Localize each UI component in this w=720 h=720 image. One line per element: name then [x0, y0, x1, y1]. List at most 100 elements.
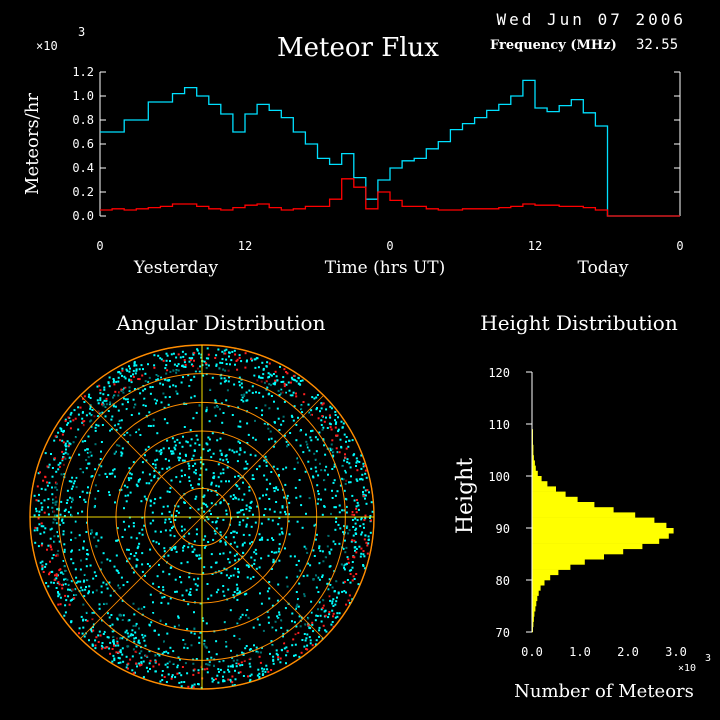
height-y-tick-label: 70 — [496, 626, 510, 640]
polar-point — [224, 541, 227, 544]
polar-point — [188, 593, 191, 596]
polar-point — [367, 538, 370, 541]
polar-point-outer — [347, 599, 350, 602]
polar-point — [125, 629, 128, 632]
polar-point — [119, 649, 122, 652]
polar-point — [70, 621, 73, 624]
polar-point — [91, 409, 94, 411]
polar-point-outer — [322, 624, 325, 627]
polar-point — [185, 589, 188, 592]
polar-point — [245, 508, 248, 511]
polar-point — [309, 436, 312, 439]
polar-point — [176, 438, 179, 441]
polar-point — [102, 581, 105, 584]
polar-point — [358, 545, 361, 548]
polar-point — [135, 364, 138, 367]
polar-point — [224, 455, 227, 458]
polar-point — [67, 595, 70, 598]
polar-point — [198, 370, 201, 373]
polar-point — [167, 602, 170, 605]
polar-point — [297, 416, 299, 419]
polar-point — [220, 377, 223, 380]
polar-point — [225, 458, 228, 461]
polar-point — [225, 536, 228, 539]
polar-point-outer — [192, 365, 195, 368]
polar-point-outer — [239, 671, 242, 674]
flux-y-axis-title: Meteors/hr — [22, 93, 43, 195]
polar-point — [336, 615, 339, 618]
flux-series-all — [100, 79, 680, 217]
polar-point — [108, 491, 110, 494]
polar-point — [307, 403, 310, 406]
polar-point — [283, 400, 286, 403]
polar-point-outer — [300, 651, 303, 654]
polar-point — [103, 388, 106, 391]
polar-point — [66, 423, 69, 426]
polar-point-outer — [311, 644, 314, 647]
polar-point — [148, 662, 151, 665]
polar-point — [311, 623, 314, 626]
polar-point-outer — [292, 638, 295, 641]
polar-point — [119, 651, 122, 654]
polar-point — [316, 502, 319, 505]
polar-point — [229, 678, 232, 681]
polar-point — [142, 660, 145, 663]
polar-point — [57, 468, 60, 471]
polar-point — [229, 609, 232, 612]
polar-point — [272, 487, 275, 490]
polar-point — [263, 459, 266, 462]
polar-point — [41, 560, 44, 563]
polar-point — [369, 515, 372, 517]
polar-point — [234, 678, 237, 681]
polar-point — [133, 362, 136, 365]
polar-point — [285, 646, 288, 649]
polar-point — [192, 454, 195, 457]
polar-point — [293, 621, 296, 624]
polar-point — [127, 477, 130, 480]
polar-point — [131, 629, 134, 632]
polar-point-outer — [113, 644, 115, 647]
polar-point — [147, 380, 150, 383]
polar-point-outer — [64, 594, 67, 597]
polar-point — [44, 565, 47, 568]
polar-point — [175, 510, 178, 512]
polar-point — [193, 683, 196, 686]
polar-point — [211, 677, 214, 680]
polar-point — [215, 484, 218, 487]
polar-point — [362, 493, 365, 496]
polar-point — [180, 562, 183, 565]
polar-point — [360, 467, 363, 470]
polar-point — [123, 507, 125, 510]
polar-point — [163, 547, 166, 550]
polar-point — [334, 419, 336, 422]
polar-point — [295, 439, 298, 442]
polar-point — [289, 432, 292, 434]
polar-point — [129, 472, 132, 475]
polar-point — [148, 473, 151, 476]
polar-point — [336, 612, 339, 615]
polar-point — [70, 513, 72, 516]
polar-point — [337, 591, 340, 594]
polar-point — [222, 680, 225, 683]
polar-point — [248, 489, 251, 492]
polar-point — [320, 402, 323, 405]
polar-point — [68, 442, 71, 445]
polar-point — [100, 591, 103, 594]
polar-point — [217, 463, 220, 466]
polar-point — [109, 429, 111, 432]
polar-point — [260, 557, 263, 560]
polar-point — [251, 391, 254, 394]
polar-point — [124, 528, 126, 531]
polar-point — [168, 385, 171, 388]
polar-point — [40, 487, 43, 490]
polar-point — [143, 397, 146, 400]
polar-point — [331, 497, 334, 499]
polar-point — [196, 349, 199, 352]
polar-point — [86, 491, 89, 494]
flux-y-tick-label: 1.0 — [72, 89, 94, 103]
polar-point — [216, 516, 219, 519]
polar-point — [136, 485, 139, 488]
polar-point-outer — [189, 359, 192, 362]
polar-point — [33, 529, 36, 532]
polar-point — [239, 425, 242, 428]
